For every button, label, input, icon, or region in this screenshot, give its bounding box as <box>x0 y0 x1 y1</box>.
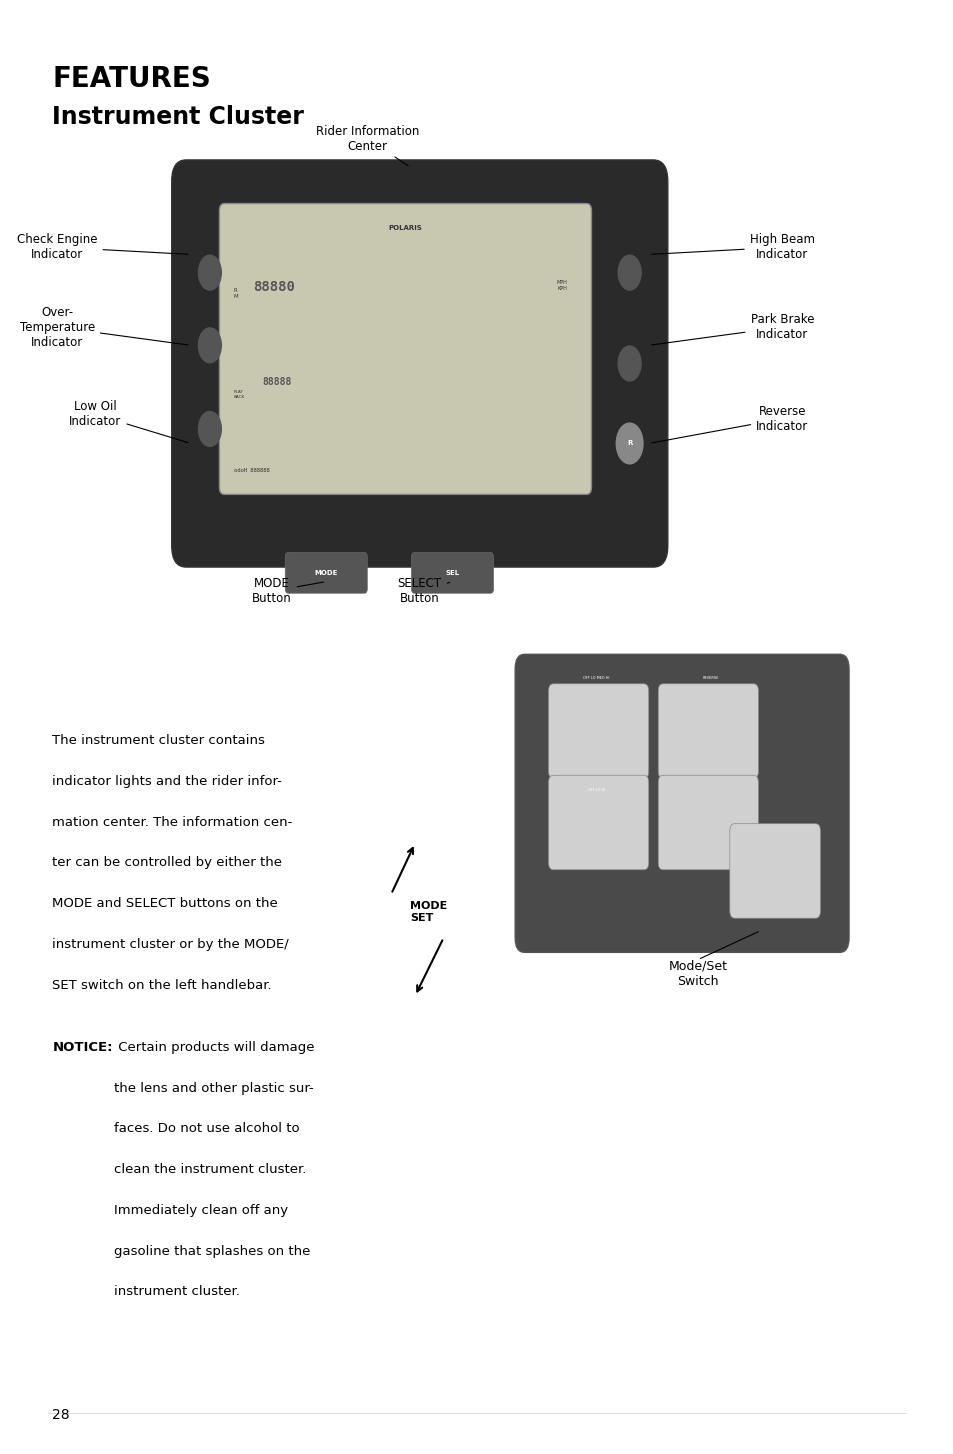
Text: NOTICE:: NOTICE: <box>52 1041 112 1054</box>
Text: PLAY
BACK: PLAY BACK <box>233 390 245 398</box>
Circle shape <box>198 254 221 291</box>
Text: Mode/Set
Switch: Mode/Set Switch <box>668 960 726 987</box>
Text: SELECT
Button: SELECT Button <box>397 577 450 605</box>
Text: FEATURES: FEATURES <box>52 65 211 93</box>
Text: instrument cluster.: instrument cluster. <box>114 1285 240 1298</box>
Text: 88880: 88880 <box>253 279 294 294</box>
Text: Rider Information
Center: Rider Information Center <box>315 125 418 166</box>
Text: R: R <box>626 441 632 446</box>
Text: mation center. The information cen-: mation center. The information cen- <box>52 816 293 829</box>
Text: Low Oil
Indicator: Low Oil Indicator <box>70 400 188 442</box>
Text: gasoline that splashes on the: gasoline that splashes on the <box>114 1245 311 1258</box>
Text: SET switch on the left handlebar.: SET switch on the left handlebar. <box>52 979 272 992</box>
FancyBboxPatch shape <box>411 553 493 593</box>
Circle shape <box>618 254 640 291</box>
Text: OFF LO HI: OFF LO HI <box>587 788 604 792</box>
Text: MODE
Button: MODE Button <box>252 577 323 605</box>
Text: POLARIS: POLARIS <box>388 225 422 231</box>
FancyBboxPatch shape <box>548 683 648 778</box>
FancyBboxPatch shape <box>548 775 648 869</box>
Text: REVERSE: REVERSE <box>701 676 719 680</box>
FancyBboxPatch shape <box>658 683 758 778</box>
Text: instrument cluster or by the MODE/: instrument cluster or by the MODE/ <box>52 938 289 951</box>
Text: Certain products will damage: Certain products will damage <box>114 1041 314 1054</box>
Text: High Beam
Indicator: High Beam Indicator <box>651 233 814 262</box>
Text: Reverse
Indicator: Reverse Indicator <box>651 404 807 443</box>
Text: MPH
KPH: MPH KPH <box>557 279 567 291</box>
Text: R
M: R M <box>233 288 238 300</box>
Text: odoH 888888: odoH 888888 <box>233 468 269 473</box>
Text: MODE and SELECT buttons on the: MODE and SELECT buttons on the <box>52 897 278 910</box>
FancyBboxPatch shape <box>219 204 591 494</box>
Text: Check Engine
Indicator: Check Engine Indicator <box>17 233 188 262</box>
FancyBboxPatch shape <box>172 160 667 567</box>
Text: Park Brake
Indicator: Park Brake Indicator <box>651 313 813 345</box>
FancyBboxPatch shape <box>515 654 848 952</box>
Text: The instrument cluster contains: The instrument cluster contains <box>52 734 265 747</box>
Text: 88888: 88888 <box>262 377 292 387</box>
FancyBboxPatch shape <box>729 823 820 919</box>
FancyBboxPatch shape <box>285 553 367 593</box>
Text: OFF LO MED HI: OFF LO MED HI <box>582 676 609 680</box>
Text: SET: SET <box>410 913 434 923</box>
Circle shape <box>198 327 221 364</box>
Text: SEL: SEL <box>445 570 459 576</box>
Text: faces. Do not use alcohol to: faces. Do not use alcohol to <box>114 1122 300 1136</box>
Text: Over-
Temperature
Indicator: Over- Temperature Indicator <box>20 305 188 349</box>
Text: clean the instrument cluster.: clean the instrument cluster. <box>114 1163 307 1176</box>
Text: Instrument Cluster: Instrument Cluster <box>52 105 304 129</box>
Text: MODE: MODE <box>314 570 337 576</box>
Text: ter can be controlled by either the: ter can be controlled by either the <box>52 856 282 869</box>
Text: the lens and other plastic sur-: the lens and other plastic sur- <box>114 1082 314 1095</box>
Text: MODE: MODE <box>410 901 447 912</box>
Circle shape <box>198 411 221 446</box>
FancyBboxPatch shape <box>658 775 758 869</box>
Text: Immediately clean off any: Immediately clean off any <box>114 1204 289 1217</box>
Circle shape <box>616 423 642 464</box>
Text: 28: 28 <box>52 1407 70 1422</box>
Circle shape <box>618 346 640 381</box>
Text: indicator lights and the rider infor-: indicator lights and the rider infor- <box>52 775 282 788</box>
